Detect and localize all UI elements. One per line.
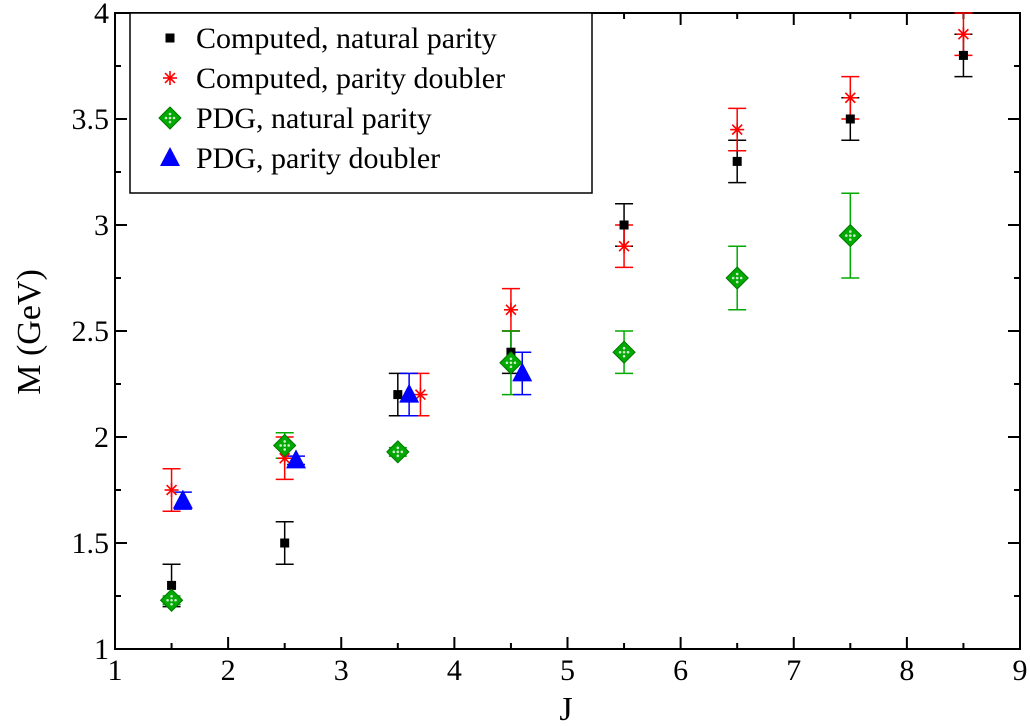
x-tick-label: 8 <box>899 654 914 687</box>
computed-parity-doubler-point <box>503 302 518 317</box>
computed-parity-doubler-point <box>956 27 971 42</box>
legend-marker-pdg-natural-parity <box>158 106 182 130</box>
computed-parity-doubler-point <box>617 239 632 254</box>
pdg-parity-doubler-point <box>512 362 533 382</box>
legend-label-computed-natural-parity: Computed, natural parity <box>196 22 497 55</box>
y-tick-label: 1 <box>94 633 109 666</box>
computed-natural-parity-point <box>845 114 855 124</box>
legend-label-computed-parity-doubler: Computed, parity doubler <box>196 62 505 95</box>
pdg-natural-parity-point <box>499 351 523 375</box>
legend: Computed, natural parity Computed, parity… <box>129 12 593 194</box>
pdg-natural-parity-point <box>612 340 636 364</box>
legend-marker-pdg-parity-doubler <box>160 147 180 166</box>
pdg-natural-parity-point <box>386 440 410 464</box>
y-tick-label: 3.5 <box>72 103 110 136</box>
y-axis-label: M (GeV) <box>11 269 48 395</box>
computed-parity-doubler-point <box>413 387 428 402</box>
x-tick-label: 4 <box>447 654 462 687</box>
computed-natural-parity-point <box>958 50 968 60</box>
x-tick-label: 9 <box>1013 654 1028 687</box>
pdg-parity-doubler-point <box>172 489 193 509</box>
legend-box <box>129 12 593 194</box>
y-tick-label: 1.5 <box>72 527 110 560</box>
computed-natural-parity-point <box>393 390 403 400</box>
pdg-natural-parity-point <box>159 588 184 612</box>
data-points <box>159 27 971 612</box>
pdg-parity-doubler-point <box>399 383 420 403</box>
x-tick-label: 6 <box>673 654 688 687</box>
x-axis-label: J <box>559 691 572 726</box>
y-tick-label: 2.5 <box>72 315 110 348</box>
legend-label-pdg-parity-doubler: PDG, parity doubler <box>196 142 440 175</box>
computed-natural-parity-point <box>732 156 742 166</box>
x-tick-label: 7 <box>786 654 801 687</box>
computed-parity-doubler-point <box>164 483 179 497</box>
computed-natural-parity-point <box>619 220 629 230</box>
y-tick-label: 3 <box>94 209 109 242</box>
x-tick-label: 3 <box>334 654 349 687</box>
computed-natural-parity-point <box>280 538 290 548</box>
pdg-natural-parity-point <box>272 433 297 458</box>
tick-labels: 1 2 3 4 5 6 7 8 9 1 1.5 2 2.5 3 3.5 4 <box>72 0 1028 687</box>
pdg-natural-parity-point <box>838 223 863 248</box>
computed-parity-doubler-point <box>843 90 858 105</box>
legend-marker-computed-natural-parity <box>165 33 175 43</box>
computed-natural-parity-point <box>167 580 177 590</box>
pdg-natural-parity-point <box>725 266 749 290</box>
legend-marker-computed-parity-doubler <box>163 71 177 85</box>
y-tick-label: 2 <box>94 421 109 454</box>
y-tick-label: 4 <box>94 0 109 30</box>
pdg-parity-doubler-point <box>286 449 306 469</box>
x-tick-label: 5 <box>560 654 575 687</box>
legend-label-pdg-natural-parity: PDG, natural parity <box>196 102 432 135</box>
computed-parity-doubler-point <box>730 122 745 137</box>
x-tick-label: 2 <box>221 654 236 687</box>
x-tick-label: 1 <box>108 654 123 687</box>
